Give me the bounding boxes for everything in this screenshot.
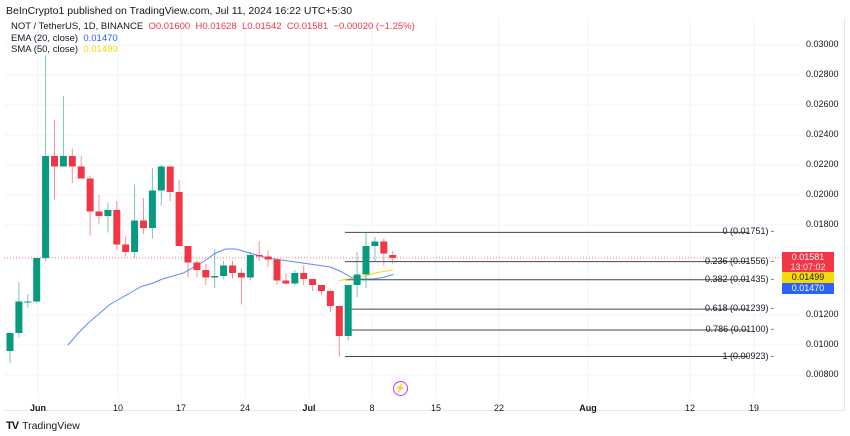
- time-tick-label: 17: [175, 403, 187, 413]
- time-tick-label: 10: [112, 403, 124, 413]
- time-tick-label: 22: [493, 403, 505, 413]
- bar-countdown: 13:07:02: [790, 262, 826, 272]
- price-tick-label: 0.03000: [806, 39, 839, 49]
- low-value: 0.01542: [247, 21, 282, 32]
- time-tick-label: 8: [369, 403, 375, 413]
- grid-lines: [4, 18, 800, 398]
- change-value: −0.00020 (−1.25%): [333, 21, 415, 32]
- close-value: 0.01581: [293, 21, 329, 32]
- last-price-tag: 0.01581 13:07:02: [782, 252, 834, 272]
- time-tick-label: 24: [239, 403, 251, 413]
- last-price-value: 0.01581: [791, 252, 825, 262]
- tradingview-logo[interactable]: TV TradingView: [6, 420, 80, 432]
- lightning-event-icon[interactable]: ⚡: [393, 381, 408, 396]
- sma-price-tag: 0.01499: [782, 272, 834, 283]
- price-tick-label: 0.00800: [806, 369, 839, 379]
- close-label: C: [286, 21, 294, 32]
- time-tick-label: 15: [430, 403, 442, 413]
- chart-frame: [4, 18, 845, 411]
- ema-label: EMA (20, close): [11, 32, 79, 44]
- publisher-caption: BeInCrypto1 published on TradingView.com…: [6, 5, 353, 17]
- tradingview-mark-icon: TV: [6, 420, 19, 432]
- price-tick-label: 0.02200: [806, 159, 839, 169]
- open-value: 0.01600: [155, 21, 191, 32]
- high-label: H: [195, 21, 203, 32]
- fib-level-label: 0.382 (0.01435) -: [704, 273, 774, 284]
- fib-level-label: 0.236 (0.01556) -: [704, 255, 774, 266]
- fib-level-label: 0.786 (0.01100) -: [705, 324, 774, 334]
- low-label: L: [241, 21, 248, 32]
- time-tick-label: 19: [748, 403, 760, 413]
- fib-level-label: 1 (0.00923) -: [722, 350, 774, 361]
- ema-20-line: [67, 248, 394, 346]
- price-tick-label: 0.01000: [806, 339, 839, 349]
- time-tick-label: Aug: [579, 403, 597, 413]
- price-tick-label: 0.02400: [806, 129, 839, 139]
- legend-sma-row[interactable]: SMA (50, close) 0.01499: [11, 44, 415, 56]
- time-tick-label: Jun: [29, 403, 47, 413]
- fib-level-label: 0 (0.01751) -: [722, 226, 774, 237]
- tradingview-wordmark: TradingView: [22, 420, 80, 432]
- price-tick-label: 0.02600: [806, 99, 839, 109]
- ema-price-tag: 0.01470: [782, 283, 834, 294]
- ema-value: 0.01470: [83, 32, 118, 44]
- sma-label: SMA (50, close): [11, 44, 79, 55]
- time-tick-label: Jul: [302, 403, 316, 413]
- price-tick-label: 0.02800: [806, 69, 839, 79]
- fib-level-label: 0.618 (0.01239) -: [704, 303, 774, 314]
- price-tick-label: 0.01200: [806, 309, 839, 319]
- time-tick-label: 12: [684, 403, 696, 413]
- price-tick-label: 0.01800: [806, 219, 839, 229]
- legend-symbol-row[interactable]: NOT / TetherUS, 1D, BINANCE O0.01600 H0.…: [11, 21, 415, 33]
- symbol-label[interactable]: NOT / TetherUS, 1D, BINANCE: [11, 21, 144, 32]
- high-value: 0.01628: [202, 21, 237, 32]
- chart-legend: NOT / TetherUS, 1D, BINANCE O0.01600 H0.…: [11, 21, 415, 56]
- open-label: O: [148, 21, 156, 32]
- candlestick-series: [6, 55, 397, 363]
- sma-value: 0.01499: [83, 44, 118, 55]
- price-tick-label: 0.02000: [806, 189, 839, 199]
- legend-ema-row[interactable]: EMA (20, close) 0.01470: [11, 33, 415, 45]
- fibonacci-retracement[interactable]: [345, 231, 748, 358]
